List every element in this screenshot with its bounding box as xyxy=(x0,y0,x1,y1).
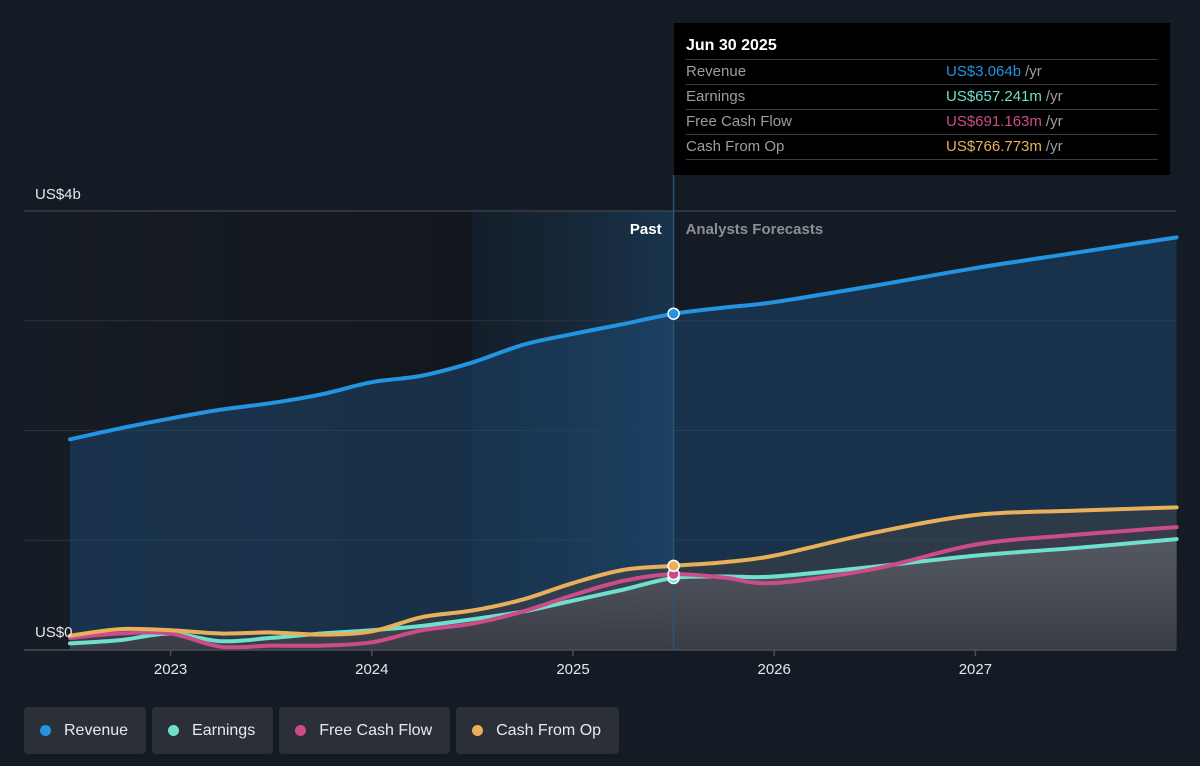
series-line-free-cash-flow xyxy=(68,525,1179,650)
tooltip-row-cash-from-op: Cash From Op US$766.773m /yr xyxy=(686,134,1158,160)
tooltip-label: Revenue xyxy=(686,63,747,80)
tooltip-unit: /yr xyxy=(1045,113,1063,130)
x-tick-label: 2025 xyxy=(556,661,589,678)
tooltip-label: Cash From Op xyxy=(686,138,785,155)
y-label-max: US$4b xyxy=(35,186,81,203)
tooltip: Jun 30 2025 Revenue US$3.064b /yr Earnin… xyxy=(674,23,1170,175)
tooltip-value: US$3.064b xyxy=(946,63,1022,80)
x-tick-label: 2027 xyxy=(959,661,992,678)
tooltip-unit: /yr xyxy=(1045,138,1063,155)
tooltip-value: US$691.163m xyxy=(946,113,1042,130)
area-earnings xyxy=(70,539,1177,650)
legend-item-cash-from-op[interactable]: Cash From Op xyxy=(456,707,620,754)
legend-label: Free Cash Flow xyxy=(319,721,433,739)
hover-markers xyxy=(667,307,680,585)
marker-revenue xyxy=(667,307,680,320)
legend-dot-icon xyxy=(40,725,51,736)
x-tick-label: 2024 xyxy=(355,661,388,678)
marker-cash-from-op xyxy=(667,559,680,573)
legend-item-revenue[interactable]: Revenue xyxy=(24,707,147,754)
legend-dot-icon xyxy=(472,725,484,736)
tooltip-row-revenue: Revenue US$3.064b /yr xyxy=(686,59,1158,84)
legend: Revenue Earnings Free Cash Flow Cash Fro… xyxy=(24,707,620,754)
tooltip-value: US$657.241m xyxy=(946,88,1042,105)
forecast-label: Analysts Forecasts xyxy=(686,221,824,238)
tooltip-unit: /yr xyxy=(1045,88,1063,105)
legend-item-earnings[interactable]: Earnings xyxy=(152,707,274,754)
y-label-zero: US$0 xyxy=(35,624,73,641)
tooltip-unit: /yr xyxy=(1025,63,1042,80)
chart: 2023 2024 2025 2026 2027 US$4b US$0 Past Ana… xyxy=(24,175,1179,678)
legend-label: Earnings xyxy=(192,721,256,739)
x-ticks: 2023 2024 2025 2026 2027 xyxy=(154,650,992,678)
area-revenue xyxy=(70,237,1177,650)
tooltip-label: Free Cash Flow xyxy=(686,113,792,130)
tooltip-row-free-cash-flow: Free Cash Flow US$691.163m /yr xyxy=(686,109,1158,134)
legend-label: Revenue xyxy=(64,721,129,739)
x-tick-label: 2023 xyxy=(154,661,187,678)
series-line-earnings xyxy=(68,537,1179,646)
x-tick-label: 2026 xyxy=(758,661,791,678)
legend-label: Cash From Op xyxy=(496,721,602,739)
series-line-cash-from-op xyxy=(68,505,1179,638)
tooltip-date: Jun 30 2025 xyxy=(686,37,777,54)
tooltip-label: Earnings xyxy=(686,88,746,105)
legend-dot-icon xyxy=(295,725,307,736)
series-line-revenue xyxy=(68,235,1179,442)
tooltip-row-earnings: Earnings US$657.241m /yr xyxy=(686,84,1158,109)
series-lines xyxy=(68,235,1179,650)
legend-item-free-cash-flow[interactable]: Free Cash Flow xyxy=(279,707,451,754)
legend-dot-icon xyxy=(168,725,180,736)
tooltip-value: US$766.773m xyxy=(946,138,1042,155)
past-label: Past xyxy=(630,221,662,238)
